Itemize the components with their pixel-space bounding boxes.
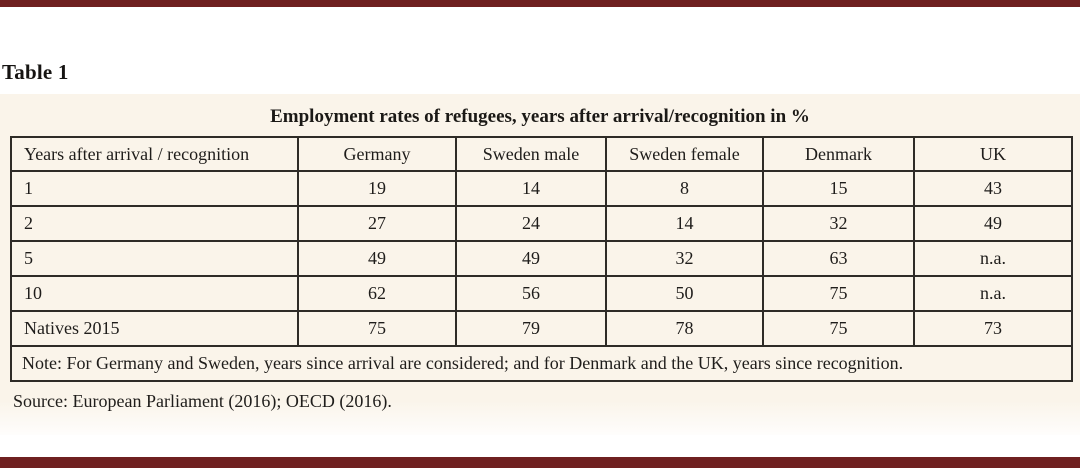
table-row: 2 27 24 14 32 49 xyxy=(10,205,1073,242)
table-title: Employment rates of refugees, years afte… xyxy=(270,106,810,127)
cell-value: 75 xyxy=(762,275,915,312)
cell-value: 63 xyxy=(762,240,915,277)
cell-year: 1 xyxy=(10,170,299,207)
cell-value: 14 xyxy=(455,170,607,207)
cell-value: 27 xyxy=(297,205,457,242)
table-note: Note: For Germany and Sweden, years sinc… xyxy=(10,345,1073,382)
column-header-uk: UK xyxy=(913,136,1073,172)
bottom-edge-bar xyxy=(0,457,1080,468)
cell-value: n.a. xyxy=(913,275,1073,312)
cell-value: 19 xyxy=(297,170,457,207)
cell-value: 50 xyxy=(605,275,764,312)
employment-table: Years after arrival / recognition German… xyxy=(10,136,1073,382)
table-row: 1 19 14 8 15 43 xyxy=(10,170,1073,207)
cell-value: 79 xyxy=(455,310,607,347)
cell-value: 62 xyxy=(297,275,457,312)
cell-value: 32 xyxy=(605,240,764,277)
column-header-sweden-female: Sweden female xyxy=(605,136,764,172)
cell-value: 8 xyxy=(605,170,764,207)
column-header-germany: Germany xyxy=(297,136,457,172)
cell-value: 24 xyxy=(455,205,607,242)
cell-value: 14 xyxy=(605,205,764,242)
header-row: Years after arrival / recognition German… xyxy=(10,136,1073,172)
source-line: Source: European Parliament (2016); OECD… xyxy=(13,391,392,411)
column-header-sweden-male: Sweden male xyxy=(455,136,607,172)
cell-value: 75 xyxy=(297,310,457,347)
cell-value: 43 xyxy=(913,170,1073,207)
content-panel: Employment rates of refugees, years afte… xyxy=(0,94,1080,435)
column-header-years: Years after arrival / recognition xyxy=(10,136,299,172)
cell-year: 10 xyxy=(10,275,299,312)
column-header-denmark: Denmark xyxy=(762,136,915,172)
cell-value: 73 xyxy=(913,310,1073,347)
cell-value: 49 xyxy=(455,240,607,277)
cell-year: Natives 2015 xyxy=(10,310,299,347)
cell-year: 2 xyxy=(10,205,299,242)
table-row: 5 49 49 32 63 n.a. xyxy=(10,240,1073,277)
table-caption: Table 1 xyxy=(2,60,69,84)
cell-value: n.a. xyxy=(913,240,1073,277)
cell-value: 49 xyxy=(297,240,457,277)
top-edge-bar xyxy=(0,0,1080,7)
table-row: 10 62 56 50 75 n.a. xyxy=(10,275,1073,312)
cell-value: 75 xyxy=(762,310,915,347)
cell-value: 78 xyxy=(605,310,764,347)
note-row: Note: For Germany and Sweden, years sinc… xyxy=(10,345,1073,382)
cell-value: 49 xyxy=(913,205,1073,242)
cell-value: 56 xyxy=(455,275,607,312)
table-row: Natives 2015 75 79 78 75 73 xyxy=(10,310,1073,347)
cell-value: 32 xyxy=(762,205,915,242)
cell-year: 5 xyxy=(10,240,299,277)
cell-value: 15 xyxy=(762,170,915,207)
